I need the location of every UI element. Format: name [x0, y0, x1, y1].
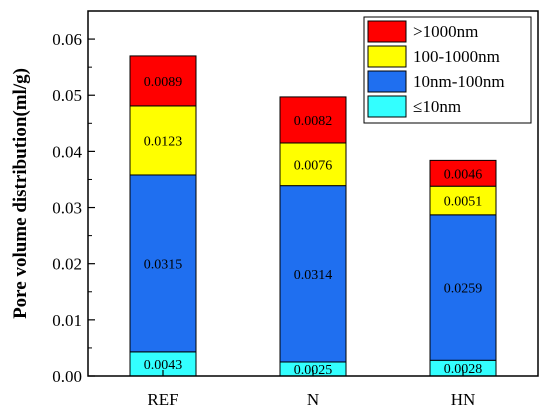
data-label: 0.0082 [294, 114, 333, 129]
bar-segment [129, 55, 197, 107]
x-tick-label: N [307, 390, 319, 409]
legend-label: >1000nm [413, 22, 478, 41]
bar-segment [279, 185, 347, 363]
bar-segment [429, 214, 497, 361]
legend-label: 100-1000nm [413, 47, 500, 66]
x-tick-label: REF [147, 390, 178, 409]
plot-frame [87, 10, 539, 377]
y-tick-label: 0.05 [52, 86, 82, 105]
data-label: 0.0259 [444, 282, 483, 297]
plot-area: 0.00430.03150.01230.00890.00250.03140.00… [129, 55, 497, 378]
legend-label: 10nm-100nm [413, 72, 505, 91]
bar-segment [279, 96, 347, 144]
y-tick-label: 0.06 [52, 30, 82, 49]
data-label: 0.0315 [144, 257, 183, 272]
data-label: 0.0028 [444, 362, 483, 377]
bar-segment [279, 142, 347, 187]
x-tick-label: HN [451, 390, 476, 409]
data-label: 0.0314 [294, 268, 333, 283]
legend-swatch [367, 70, 407, 93]
data-label: 0.0089 [144, 75, 183, 90]
data-label: 0.0123 [144, 134, 183, 149]
legend-swatch [367, 20, 407, 43]
y-tick-label: 0.01 [52, 311, 82, 330]
bar-segment [429, 185, 497, 216]
data-label: 0.0043 [144, 358, 183, 373]
y-tick-label: 0.02 [52, 255, 82, 274]
bar-segment [129, 174, 197, 353]
legend: >1000nm 100-1000nm 10nm-100nm ≤10nm [363, 16, 532, 124]
legend-swatch [367, 45, 407, 68]
data-label: 0.0046 [444, 167, 483, 182]
bar-segment [129, 105, 197, 176]
y-tick-label: 0.03 [52, 199, 82, 218]
data-label: 0.0051 [444, 195, 483, 210]
legend-label: ≤10nm [413, 97, 461, 116]
bar-segment [429, 159, 497, 187]
y-tick-label: 0.00 [52, 367, 82, 386]
y-tick-label: 0.04 [52, 142, 82, 161]
y-axis-title: Pore volume distribution(ml/g) [10, 68, 31, 319]
legend-swatch [367, 95, 407, 118]
data-label: 0.0076 [294, 158, 333, 173]
axes: REF N HN 0.00 0.01 0.02 0.03 0.04 0.05 0.06 Pore v… [10, 10, 539, 409]
